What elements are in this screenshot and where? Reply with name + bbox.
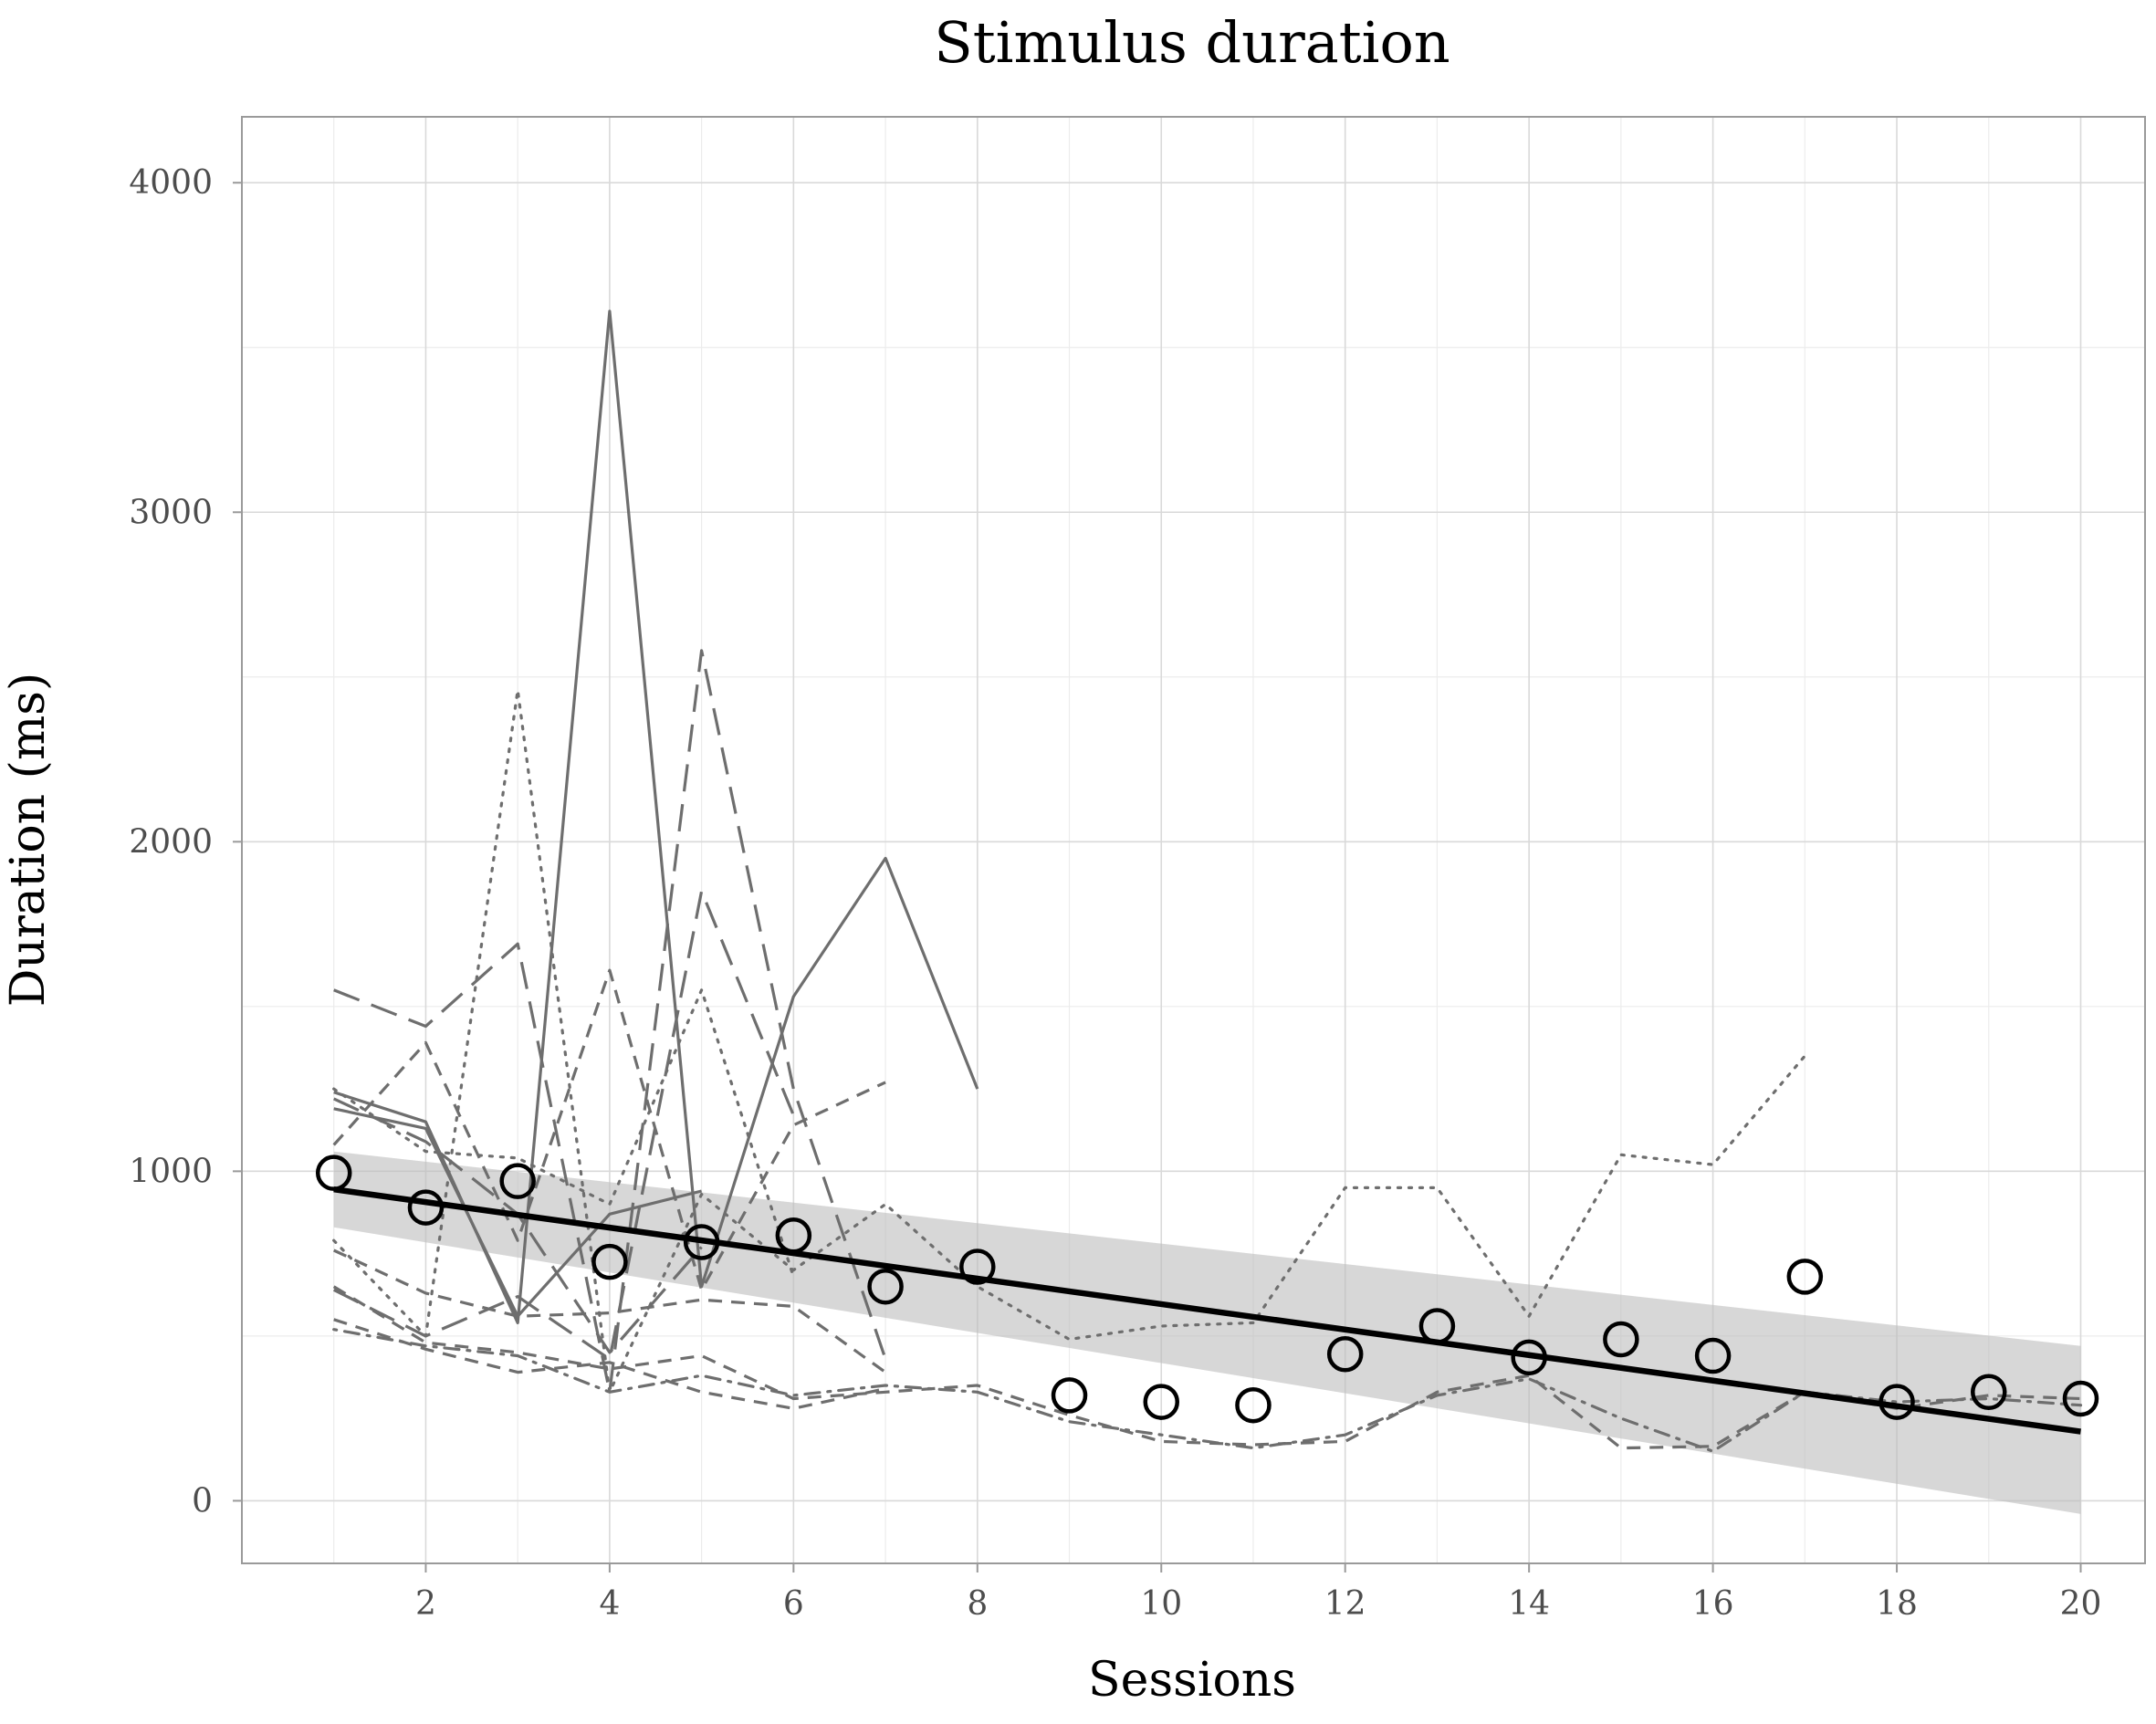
mean-point <box>867 1268 904 1305</box>
subject-line-6 <box>332 688 1806 1394</box>
subject-line-8 <box>332 968 886 1291</box>
y-axis: 0 1000 2000 3000 4000 <box>129 164 242 1520</box>
mean-point <box>1971 1374 2007 1411</box>
mean-point <box>775 1217 812 1254</box>
x-tick-label: 8 <box>967 1585 988 1623</box>
mean-point <box>1511 1339 1547 1376</box>
mean-point <box>959 1249 996 1285</box>
confidence-band-layer <box>333 1151 2081 1514</box>
y-tick-label: 0 <box>192 1482 213 1520</box>
x-tick-label: 12 <box>1324 1585 1366 1623</box>
x-axis: 2 4 6 8 10 12 14 16 18 20 <box>415 1563 2101 1623</box>
mean-point <box>2062 1380 2099 1417</box>
fit-line-layer <box>333 1186 2081 1435</box>
subject-line-12 <box>332 1328 2083 1453</box>
fit-line <box>333 1186 2081 1435</box>
y-tick-label: 4000 <box>129 164 213 202</box>
y-tick-label: 2000 <box>129 823 213 861</box>
x-tick-label: 2 <box>415 1585 436 1623</box>
subject-line-4 <box>332 889 795 1361</box>
grid <box>242 117 2145 1563</box>
x-tick-label: 14 <box>1508 1585 1550 1623</box>
subject-line-10 <box>333 1249 887 1374</box>
mean-point <box>1143 1384 1179 1420</box>
subject-line-7 <box>332 988 795 1279</box>
x-tick-label: 20 <box>2060 1585 2102 1623</box>
mean-point <box>1879 1384 1915 1420</box>
confidence-band <box>333 1151 2081 1514</box>
subject-line-3 <box>333 649 887 1394</box>
mean-point <box>1694 1337 1732 1374</box>
x-tick-label: 4 <box>599 1585 620 1623</box>
subject-line-2 <box>333 1107 702 1318</box>
subject-line-11 <box>332 1285 2081 1450</box>
x-axis-title: Sessions <box>1088 1653 1296 1708</box>
mean-point <box>407 1189 445 1226</box>
mean-point <box>1418 1308 1456 1344</box>
mean-point <box>1603 1321 1639 1358</box>
y-axis-title: Duration (ms) <box>1 673 56 1007</box>
plot-panel-border <box>241 116 2146 1564</box>
mean-point <box>1786 1259 1824 1295</box>
mean-point <box>315 1155 352 1191</box>
y-tick-label: 3000 <box>129 494 213 531</box>
x-tick-label: 18 <box>1876 1585 1918 1623</box>
mean-point <box>499 1163 536 1199</box>
chart-title: Stimulus duration <box>934 9 1450 76</box>
y-tick-label: 1000 <box>129 1153 213 1190</box>
x-tick-label: 16 <box>1692 1585 1734 1623</box>
mean-point <box>1051 1377 1088 1414</box>
subject-line-9 <box>333 1318 886 1410</box>
mean-point <box>1326 1335 1364 1373</box>
mean-point <box>591 1243 628 1280</box>
x-tick-label: 6 <box>783 1585 804 1623</box>
mean-point <box>1235 1386 1272 1424</box>
x-tick-label: 10 <box>1140 1585 1182 1623</box>
mean-point <box>683 1224 720 1260</box>
mean-points-layer <box>315 1155 2099 1424</box>
